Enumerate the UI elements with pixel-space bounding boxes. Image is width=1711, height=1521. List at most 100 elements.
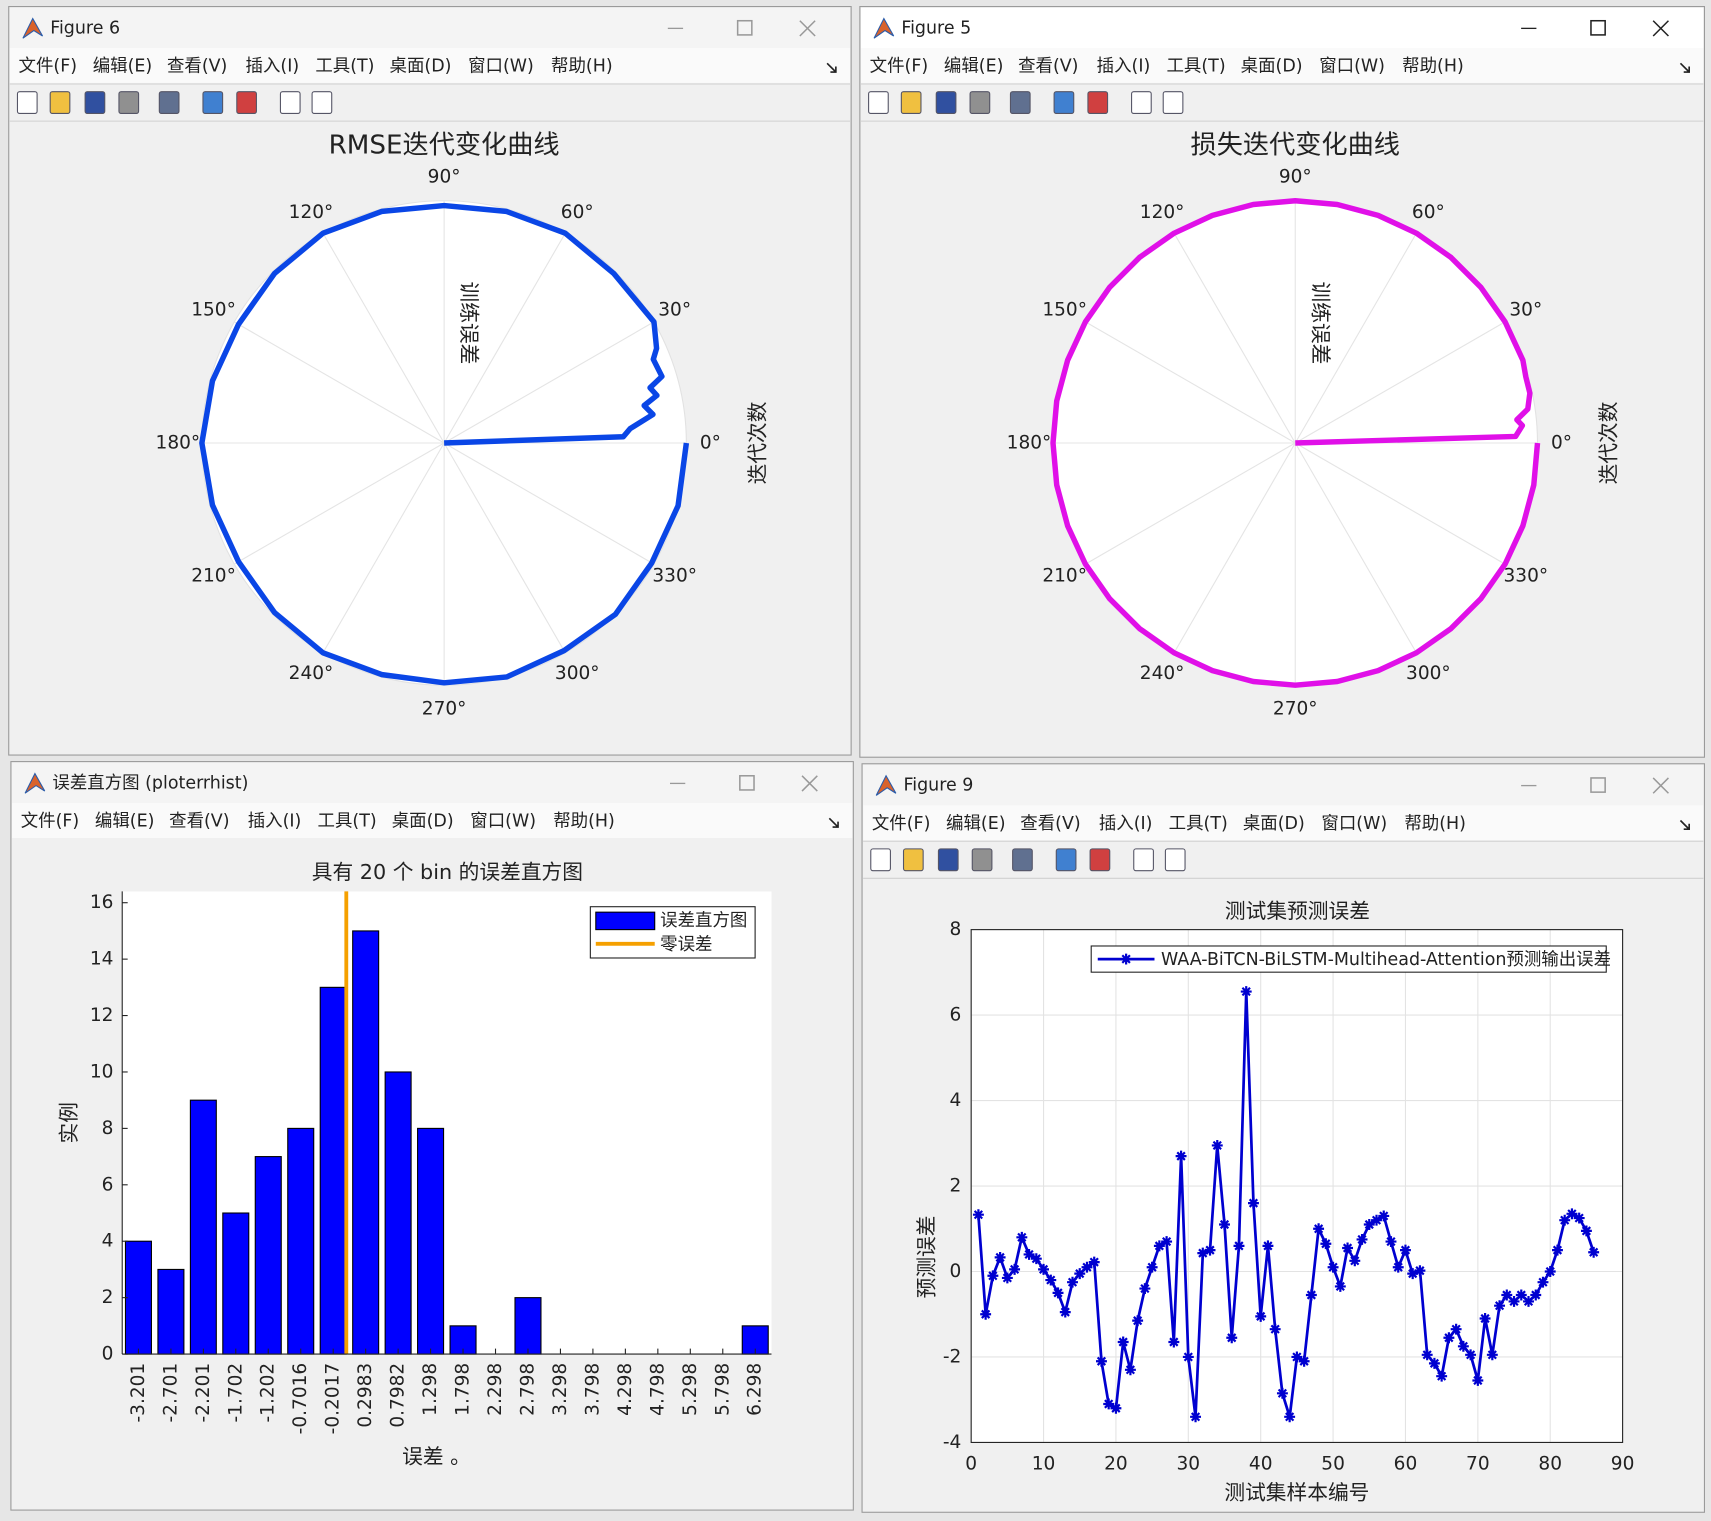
theta-grid-line [1173,232,1296,444]
theta-tick-label: 270° [1273,699,1318,720]
toolbar-button[interactable] [900,91,922,115]
y-tick-label: 12 [90,1005,114,1026]
legend-swatch [595,911,656,931]
menu-item[interactable]: 桌面(D) [1241,57,1303,77]
menu-item[interactable]: 帮助(H) [551,57,613,77]
menu-item[interactable]: 插入(I) [248,812,302,832]
menu-item[interactable]: 查看(V) [167,57,227,77]
toolbar-button[interactable] [969,91,991,115]
point-marker [1414,1265,1426,1277]
point-marker [1457,1340,1469,1352]
point-marker [994,1251,1006,1263]
toolbar-button[interactable] [118,91,140,115]
point-marker [1182,1351,1194,1363]
toolbar-button[interactable] [1131,91,1152,115]
menu-item[interactable]: 桌面(D) [1243,814,1305,834]
menu-item[interactable]: 工具(T) [315,57,374,77]
toolbar-button[interactable] [1089,848,1111,872]
toolbar-button[interactable] [1133,848,1154,872]
maximize-button[interactable] [1590,777,1606,793]
menu-item[interactable]: 编辑(E) [95,812,155,832]
point-marker [1052,1287,1064,1299]
x-tick-label: 90 [1611,1454,1635,1475]
menu-item[interactable]: 文件(F) [19,57,78,77]
menu-item[interactable]: 查看(V) [169,812,229,832]
toolbar-button[interactable] [84,91,106,115]
toolbar-button[interactable] [868,91,889,115]
menu-item[interactable]: 编辑(E) [946,814,1006,834]
menu-item[interactable]: 桌面(D) [390,57,452,77]
menu-item[interactable]: 桌面(D) [392,812,454,832]
menu-item[interactable]: 帮助(H) [1402,57,1464,77]
toolbar-button[interactable] [1087,91,1109,115]
maximize-button[interactable] [1590,19,1606,36]
theta-grid-line [443,442,566,654]
toolbar-button[interactable] [49,91,71,115]
toolbar-button[interactable] [1009,91,1031,115]
dock-arrow[interactable] [1679,819,1690,831]
point-marker [1544,1266,1556,1277]
point-marker [1443,1332,1455,1344]
menu-item[interactable]: 帮助(H) [553,812,615,832]
toolbar-button[interactable] [870,848,891,872]
menu-item[interactable]: 插入(I) [246,57,300,77]
legend-label: WAA-BiTCN-BiLSTM-Multihead-Attention预测输出… [1161,950,1611,970]
toolbar-button[interactable] [236,91,257,115]
menu-item[interactable]: 窗口(W) [1321,814,1387,834]
dock-arrow[interactable] [1679,62,1690,73]
title-bar [12,762,853,804]
close-button[interactable] [801,775,818,792]
point-marker [1356,1233,1368,1245]
toolbar-button[interactable] [311,91,333,115]
toolbar-button[interactable] [937,848,959,872]
theta-tick-label: 120° [289,202,334,223]
menu-item[interactable]: 编辑(E) [93,57,153,77]
toolbar-button[interactable] [902,848,924,872]
close-button[interactable] [799,20,816,37]
menu-item[interactable]: 文件(F) [872,814,931,834]
menu-item[interactable]: 查看(V) [1018,57,1078,77]
menu-item[interactable]: 工具(T) [318,812,377,832]
menu-item[interactable]: 帮助(H) [1404,814,1466,834]
maximize-button[interactable] [739,775,755,791]
point-marker [1124,1364,1136,1376]
theta-tick-label: 0° [1551,432,1572,453]
toolbar-button[interactable] [1162,91,1184,115]
menu-item[interactable]: 窗口(W) [468,57,534,77]
dock-arrow[interactable] [828,817,839,828]
toolbar-button[interactable] [202,91,224,115]
menu-item[interactable]: 插入(I) [1097,57,1151,77]
menu-item[interactable]: 插入(I) [1099,814,1153,834]
menu-item[interactable]: 窗口(W) [470,812,536,832]
close-button[interactable] [1652,777,1669,794]
menu-item[interactable]: 编辑(E) [944,57,1004,77]
menu-item[interactable]: 工具(T) [1169,814,1228,834]
app-icon [22,17,44,39]
polar-line [1050,198,1541,688]
toolbar-button[interactable] [1012,848,1033,872]
point-marker [1233,1240,1245,1252]
menu-item[interactable]: 窗口(W) [1319,57,1385,77]
toolbar-button[interactable] [1164,848,1186,872]
menu-item[interactable]: 工具(T) [1166,57,1225,77]
maximize-button[interactable] [736,19,753,36]
point-marker [1479,1313,1491,1324]
toolbar-button[interactable] [935,91,957,115]
toolbar-button[interactable] [16,91,38,115]
toolbar-button[interactable] [971,848,993,872]
close-button[interactable] [1652,20,1669,37]
theta-tick-label: 300° [555,663,600,684]
toolbar-button[interactable] [1055,848,1077,872]
dock-arrow[interactable] [826,62,837,73]
x-tick-label: 80 [1538,1454,1562,1475]
menu-item[interactable]: 查看(V) [1020,814,1080,834]
menu-item[interactable]: 文件(F) [870,57,929,77]
toolbar-button[interactable] [158,91,180,115]
toolbar-button[interactable] [1053,91,1075,115]
legend-swatch [1120,953,1132,965]
menu-item[interactable]: 文件(F) [21,812,80,832]
point-marker [1276,1387,1288,1399]
theta-tick-label: 300° [1406,663,1451,684]
toolbar-button[interactable] [279,91,301,115]
point-marker [1494,1300,1506,1312]
